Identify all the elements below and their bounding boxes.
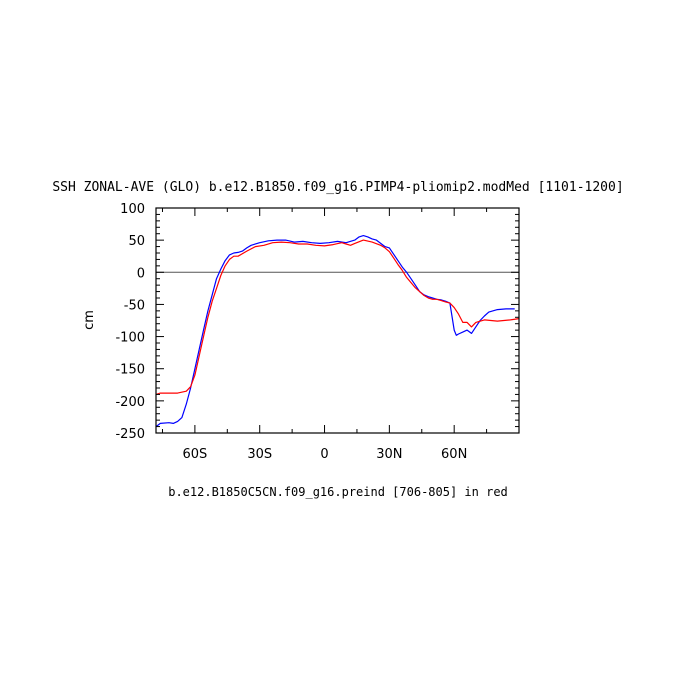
y-axis-label: cm bbox=[82, 310, 97, 330]
plot-frame bbox=[155, 207, 520, 434]
ticks-layer: 100 50 0 -50 -100 -150 -200 -250 60S 30S 0 30N 60N bbox=[115, 202, 519, 462]
chart-caption: b.e12.B1850C5CN.f09_g16.preind [706-805]… bbox=[168, 485, 508, 499]
x-tick-label: 60N bbox=[441, 447, 467, 462]
chart-title: SSH ZONAL-AVE (GLO) b.e12.B1850.f09_g16.… bbox=[52, 180, 623, 195]
y-tick-label: -200 bbox=[115, 395, 145, 410]
series-line-red bbox=[155, 239, 520, 395]
y-tick-label: -250 bbox=[115, 427, 145, 442]
y-tick-label: -150 bbox=[115, 363, 145, 378]
y-tick-label: 50 bbox=[128, 234, 145, 249]
x-tick-label: 60S bbox=[182, 447, 207, 462]
x-tick-label: 30S bbox=[247, 447, 272, 462]
x-tick-label: 30N bbox=[376, 447, 402, 462]
y-tick-label: 0 bbox=[137, 266, 145, 281]
series-layer bbox=[155, 235, 520, 428]
y-tick-label: -50 bbox=[124, 298, 145, 313]
series-line-blue bbox=[155, 235, 515, 428]
x-tick-label: 0 bbox=[320, 447, 328, 462]
y-tick-label: 100 bbox=[120, 202, 145, 217]
y-tick-label: -100 bbox=[115, 331, 145, 346]
